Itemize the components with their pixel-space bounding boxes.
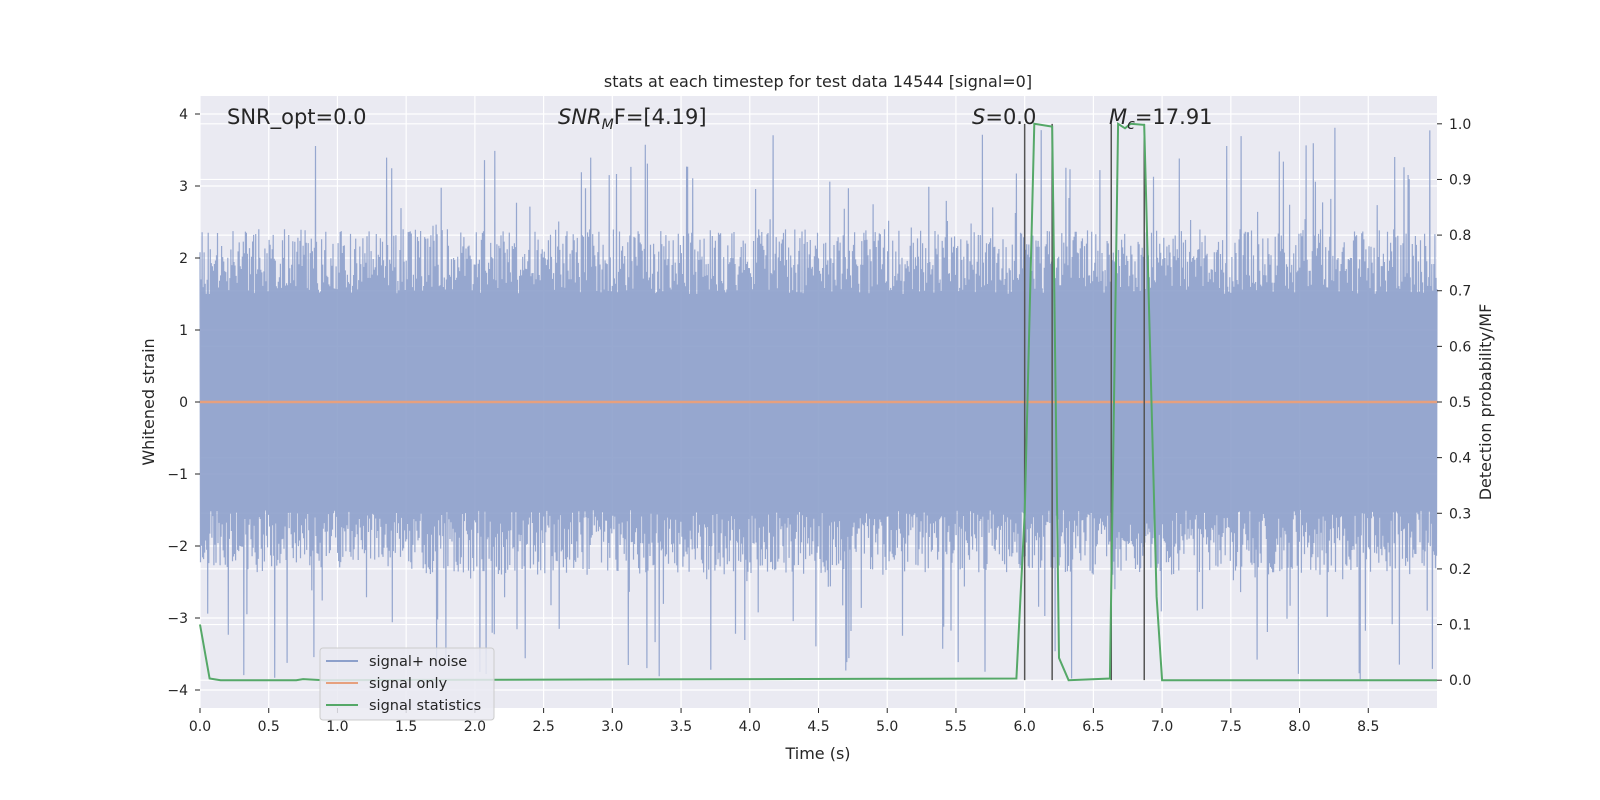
y2-tick-label: 0.6 (1449, 339, 1471, 355)
signal-plus-noise-line (199, 127, 1438, 680)
annotation-snr-mf: SNRMF=[4.19] (558, 105, 707, 133)
x-tick-label: 7.0 (1151, 719, 1173, 735)
y2-tick-label: 0.1 (1449, 618, 1471, 634)
y-axis-ticks: 4 3 2 1 0 −1 −2 −3 −4 (167, 107, 200, 699)
y2-axis-ticks: 1.0 0.9 0.8 0.7 0.6 0.5 0.4 0.3 0.2 0.1 0.0 (1437, 117, 1471, 689)
y-tick-label: −4 (167, 683, 188, 699)
legend-label-signal-plus-noise: signal+ noise (369, 654, 467, 670)
y-tick-label: 4 (179, 107, 188, 123)
x-tick-label: 1.5 (395, 719, 417, 735)
y-tick-label: 3 (179, 179, 188, 195)
y2-tick-label: 0.0 (1449, 673, 1471, 689)
annotation-snr-opt: SNR_opt=0.0 (227, 105, 367, 130)
y2-tick-label: 0.7 (1449, 284, 1471, 300)
x-tick-label: 6.5 (1082, 719, 1104, 735)
y-axis-label: Whitened strain (139, 338, 158, 465)
y-tick-label: −3 (167, 611, 188, 627)
y2-tick-label: 0.3 (1449, 506, 1471, 522)
legend-box (319, 647, 495, 721)
x-axis-label: Time (s) (784, 744, 850, 763)
x-tick-label: 4.5 (807, 719, 829, 735)
annotation-mc-sub: c (1127, 117, 1135, 133)
x-tick-label: 6.0 (1014, 719, 1036, 735)
y2-tick-label: 0.2 (1449, 562, 1471, 578)
y-tick-label: 1 (179, 323, 188, 339)
y-tick-label: −1 (167, 467, 188, 483)
x-tick-label: 5.5 (945, 719, 967, 735)
legend-label-signal-statistics: signal statistics (369, 698, 481, 714)
annotation-snr-mf-rest: F=[4.19] (614, 105, 707, 129)
series-signal-statistics (199, 121, 1437, 682)
x-tick-label: 3.0 (601, 719, 623, 735)
x-tick-label: 5.0 (876, 719, 898, 735)
x-tick-label: 0.0 (189, 719, 211, 735)
y2-tick-label: 1.0 (1449, 117, 1471, 133)
annotation-snr-mf-sub: M (602, 117, 614, 133)
y-tick-label: −2 (167, 539, 188, 555)
x-tick-label: 3.5 (670, 719, 692, 735)
y2-axis-label: Detection probability/MF (1476, 304, 1495, 501)
y-tick-label: 0 (179, 395, 188, 411)
annotation-mc-main: M (1109, 105, 1127, 129)
y2-tick-label: 0.8 (1449, 228, 1471, 244)
x-axis-ticks: 0.0 0.5 1.0 1.5 2.0 2.5 3.0 3.5 4.0 4.5 5.0 5.5 6.0 6… (189, 708, 1379, 735)
annotation-s-main: S (972, 105, 985, 129)
annotation-mc-rest: =17.91 (1135, 105, 1213, 129)
annotation-s: S=0.0 (972, 105, 1036, 129)
y2-tick-label: 0.9 (1449, 172, 1471, 188)
signal-statistics-line (199, 121, 1437, 682)
x-tick-label: 8.0 (1288, 719, 1310, 735)
x-tick-label: 4.0 (739, 719, 761, 735)
x-tick-label: 7.5 (1220, 719, 1242, 735)
x-tick-label: 2.5 (532, 719, 554, 735)
annotation-s-rest: =0.0 (985, 105, 1036, 129)
y2-tick-label: 0.4 (1449, 451, 1471, 467)
chart-title: stats at each timestep for test data 145… (604, 72, 1032, 91)
legend-label-signal-only: signal only (369, 676, 448, 692)
y2-tick-label: 0.5 (1449, 395, 1471, 411)
x-tick-label: 1.0 (326, 719, 348, 735)
x-tick-label: 8.5 (1357, 719, 1379, 735)
legend: signal+ noise signal only signal statist… (319, 647, 495, 721)
x-tick-label: 2.0 (464, 719, 486, 735)
annotation-snr-mf-main: SNR (558, 105, 602, 129)
series-signal-plus-noise (199, 127, 1438, 680)
x-tick-label: 0.5 (258, 719, 280, 735)
annotation-mc: Mc=17.91 (1109, 105, 1213, 133)
y-tick-label: 2 (179, 251, 188, 267)
